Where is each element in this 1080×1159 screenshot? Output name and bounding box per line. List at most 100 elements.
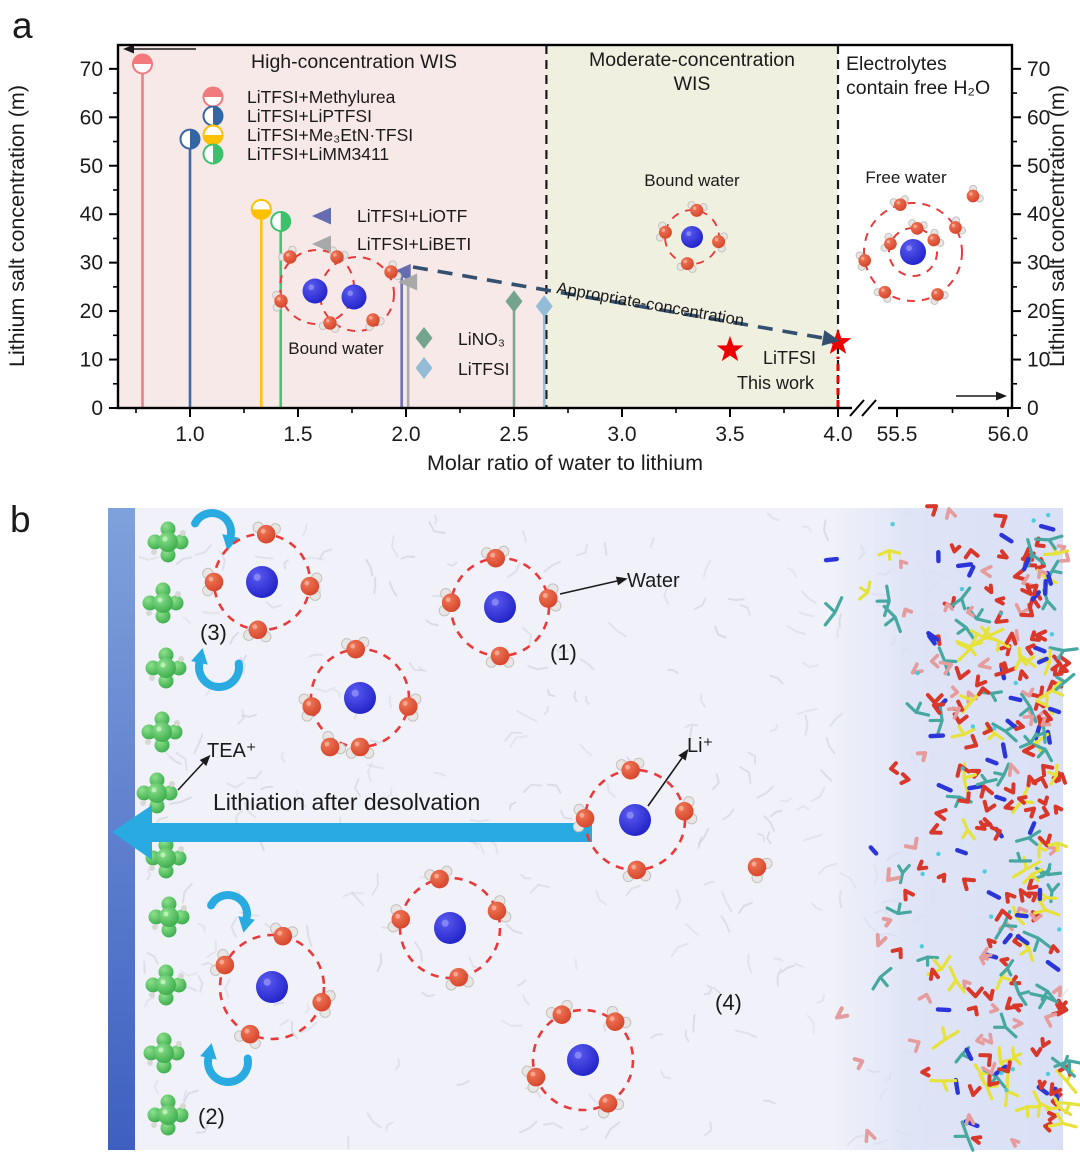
legend-item-me3etn: LiTFSI+Me₃EtN·TFSI xyxy=(247,125,413,145)
water-molecule xyxy=(252,521,281,544)
tea-cation-column xyxy=(136,521,190,1136)
process-label: Lithiation after desolvation xyxy=(213,789,480,815)
y-tick-label-right: 60 xyxy=(1027,106,1050,129)
water-molecule xyxy=(320,730,347,757)
water-molecule xyxy=(855,251,872,271)
lithiation-arrow xyxy=(112,805,592,860)
x-tick-label: 1.5 xyxy=(283,423,312,446)
water-molecule xyxy=(949,216,966,235)
y-tick-label-right: 50 xyxy=(1027,155,1050,178)
water-molecule xyxy=(930,288,949,305)
tea-cation-icon xyxy=(142,582,184,624)
bound-water-label-1: Bound water xyxy=(288,339,384,358)
li-ion xyxy=(256,971,288,1003)
legend-marker-halfcircle xyxy=(202,143,224,165)
li-ion xyxy=(619,804,651,836)
water-molecule xyxy=(873,285,892,303)
chart-arrows xyxy=(123,44,1007,401)
legend-marker-halfcircle xyxy=(202,105,224,127)
water-molecule xyxy=(387,904,411,933)
x-tick-label: 3.0 xyxy=(607,423,636,446)
water-molecule xyxy=(234,1024,261,1049)
water-molecule xyxy=(485,646,515,668)
data-series xyxy=(131,53,852,407)
hydrated-li-cluster xyxy=(202,521,323,643)
hydrated-li-cluster xyxy=(387,865,512,991)
li-ion xyxy=(567,1044,599,1076)
water-molecule xyxy=(927,228,945,247)
y-tick-label-right: 0 xyxy=(1027,397,1039,420)
tea-cation-icon xyxy=(145,647,187,689)
tea-cation-icon xyxy=(141,711,183,753)
x-tick-label: 2.5 xyxy=(499,423,528,446)
y-tick-label: 50 xyxy=(80,155,103,178)
datapoint-litfsi-methylurea xyxy=(131,53,153,407)
water-molecule xyxy=(318,316,340,333)
datapoint-litfsi xyxy=(535,295,553,407)
panel-a-label: a xyxy=(12,5,33,46)
datapoint-litfsi-libeti xyxy=(398,273,418,407)
water-molecule xyxy=(889,195,909,211)
tea-cation-icon xyxy=(147,1094,189,1136)
annotation-arrows xyxy=(177,576,689,807)
y-tick-label: 70 xyxy=(80,58,103,81)
free-water-label: Free water xyxy=(865,168,947,187)
water-molecule xyxy=(622,860,652,883)
y-axis-title-right: Lithium salt concentration (m) xyxy=(1045,85,1069,367)
water-molecule xyxy=(538,583,562,612)
water-molecule xyxy=(340,636,370,659)
li-ion xyxy=(246,566,278,598)
hydrated-li-clusters xyxy=(202,521,773,1119)
legend-marker-diamond xyxy=(415,357,433,379)
legend-marker-triangle xyxy=(312,235,331,253)
x-tick-label: 2.0 xyxy=(391,423,420,446)
legend-marker-halfcircle xyxy=(202,86,224,108)
water-molecule xyxy=(615,757,645,780)
schematic-arrows xyxy=(112,509,592,1086)
datapoint-litfsi-liptfsi xyxy=(179,128,201,407)
panel-b-schematic: b Water Li⁺ TEA⁺ (1) (2) (3) (4) Lithiat… xyxy=(10,499,1080,1152)
li-ion xyxy=(900,239,926,265)
water-molecule xyxy=(545,999,573,1024)
water-molecule xyxy=(398,693,422,722)
li-ion xyxy=(434,912,466,944)
y-tick-label: 10 xyxy=(80,349,103,372)
bound-water-cluster xyxy=(656,201,728,273)
y-tick-label-right: 40 xyxy=(1027,203,1050,226)
water-molecule xyxy=(480,545,510,568)
li-ion xyxy=(344,682,376,714)
li-ion xyxy=(302,278,328,304)
this-work-series-label: LiTFSI xyxy=(763,348,816,368)
water-molecule xyxy=(687,201,708,217)
panel-b-label: b xyxy=(10,499,31,540)
water-molecule xyxy=(345,737,375,759)
bound-water-label-2: Bound water xyxy=(644,171,740,190)
water-molecule xyxy=(966,184,984,203)
legend-item-limm3411: LiTFSI+LiMM3411 xyxy=(247,144,389,164)
li-ion xyxy=(681,226,703,248)
legend-marker-halfcircle xyxy=(202,124,224,146)
x-tick-label: 55.5 xyxy=(877,423,918,446)
water-molecule xyxy=(880,232,897,252)
water-molecule xyxy=(597,1094,625,1119)
this-work-note: This work xyxy=(737,373,815,393)
hydrated-li-cluster xyxy=(438,545,562,668)
x-tick-label: 56.0 xyxy=(988,423,1029,446)
water-molecule xyxy=(521,1065,546,1093)
tea-cation-icon xyxy=(136,772,178,814)
hydrated-li-cluster xyxy=(210,922,336,1049)
step-4-label: (4) xyxy=(715,990,742,1015)
hydrated-li-cluster xyxy=(298,636,422,759)
tea-cation-icon xyxy=(145,964,187,1006)
y-tick-label-right: 30 xyxy=(1027,252,1050,275)
tea-cation-icon xyxy=(147,521,189,563)
y-tick-label: 0 xyxy=(91,397,103,420)
y-tick-label: 60 xyxy=(80,106,103,129)
li-ion-label: Li⁺ xyxy=(687,735,713,757)
molecule-illustrations xyxy=(272,184,984,333)
water-molecule xyxy=(676,257,697,273)
tea-cation-icon xyxy=(148,896,190,938)
water-molecule xyxy=(572,803,595,833)
x-axis-title: Molar ratio of water to lithium xyxy=(427,451,703,475)
